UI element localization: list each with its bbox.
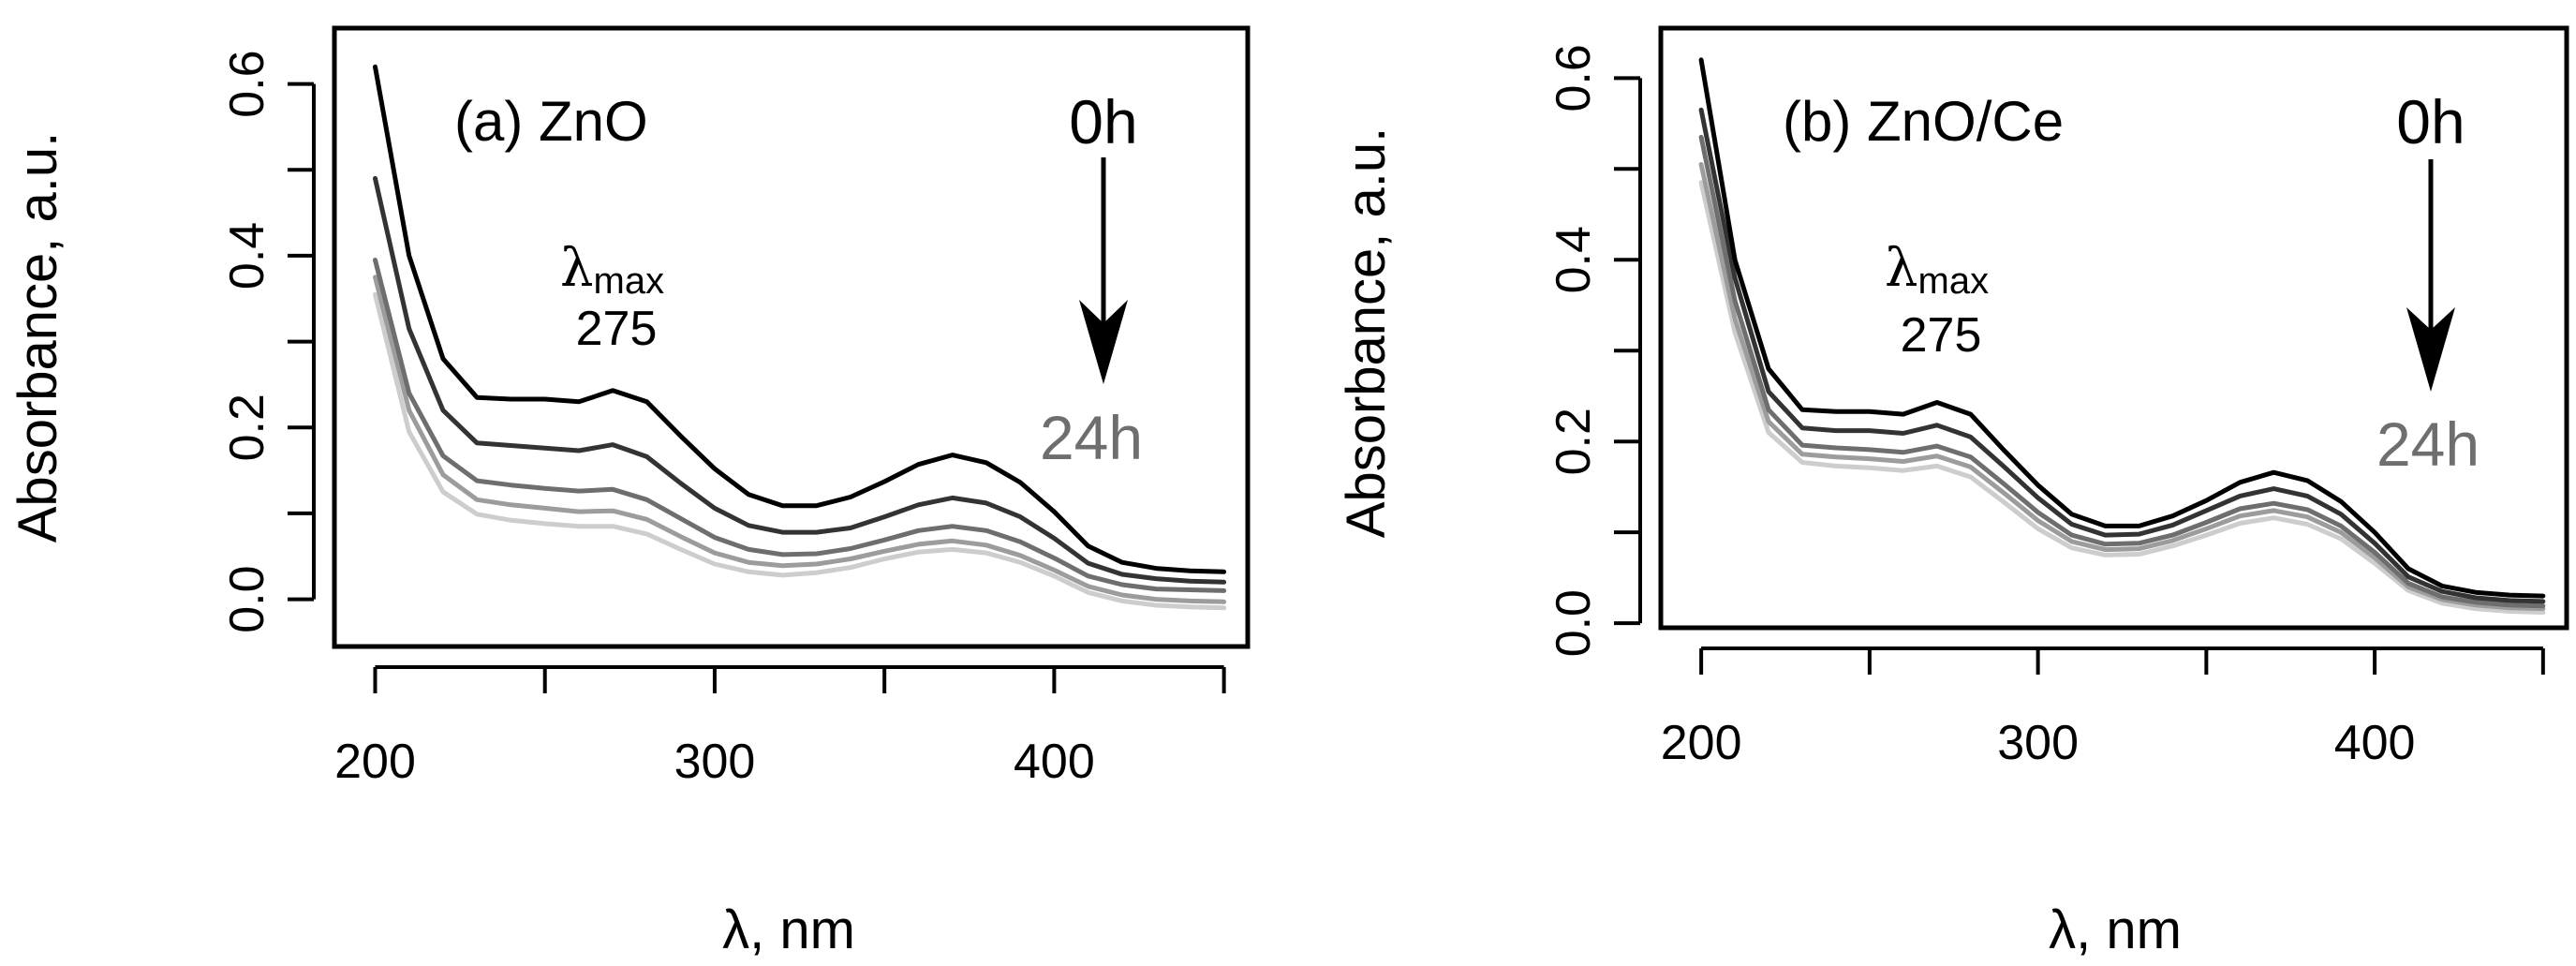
lambda-symbol: λ — [1885, 238, 1918, 299]
x-tick-label: 300 — [1997, 716, 2079, 770]
x-tick-label: 200 — [334, 735, 416, 789]
panel-b: 200 300 400 0.0 0.2 0.4 0.6 (b) ZnO/Ce λmax 2… — [1336, 25, 2569, 960]
series-line-t1 — [1698, 107, 2546, 604]
series-line-24h — [1698, 180, 2546, 615]
series-line-0h — [1698, 57, 2546, 599]
series-line-t3 — [1698, 162, 2546, 612]
series-layer — [373, 64, 1227, 611]
panel-a: 200 300 400 0.00.20.40.6 (a) ZnO λmax 275 … — [7, 25, 1251, 960]
x-tick-label: 300 — [674, 735, 756, 789]
lambda-max-label: λmax — [1885, 238, 1989, 302]
y-tick-label: 0.6 — [1547, 44, 1601, 111]
arrow-start-label: 0h — [1069, 87, 1137, 156]
x-axis-ticks: 200 300 400 — [334, 665, 1226, 789]
series-line-t1 — [373, 175, 1227, 585]
x-axis-ticks: 200 300 400 — [1661, 646, 2545, 770]
peak-value-label: 275 — [576, 302, 658, 356]
plot-frame — [1658, 25, 2569, 631]
lambda-max-label: λmax — [560, 238, 664, 302]
x-axis-title: λ, nm — [722, 899, 855, 960]
arrow-end-label: 24h — [2376, 409, 2480, 479]
y-axis-ticks: 0.0 0.2 0.4 0.6 — [1547, 44, 1642, 657]
y-axis-title: Absorbance, a.u. — [7, 132, 68, 543]
y-tick-label: 0.6 — [220, 50, 274, 117]
x-tick-label: 400 — [1014, 735, 1095, 789]
series-line-t2 — [1698, 134, 2546, 609]
arrow-end-label: 24h — [1040, 403, 1143, 472]
lambda-subscript: max — [594, 260, 665, 302]
y-axis-title: Absorbance, a.u. — [1336, 127, 1397, 539]
y-tick-label: 0.2 — [220, 394, 274, 461]
x-tick-label: 200 — [1661, 716, 1742, 770]
panel-label: (a) ZnO — [454, 90, 648, 153]
y-tick-label: 0.4 — [1547, 226, 1601, 293]
series-layer — [1698, 57, 2546, 615]
lambda-subscript: max — [1918, 260, 1990, 302]
arrow-start-label: 0h — [2396, 87, 2465, 156]
y-tick-label: 0.4 — [220, 222, 274, 290]
plot-frame — [332, 25, 1251, 649]
x-axis-title: λ, nm — [2049, 899, 2182, 960]
y-tick-label: 0.2 — [1547, 408, 1601, 475]
series-line-t3 — [373, 275, 1227, 604]
series-line-24h — [373, 291, 1227, 611]
series-line-t2 — [373, 258, 1227, 593]
panel-label: (b) ZnO/Ce — [1783, 90, 2064, 153]
y-tick-label: 0.0 — [220, 565, 274, 632]
arrow-down-icon — [2406, 307, 2455, 392]
x-tick-label: 400 — [2334, 716, 2416, 770]
series-line-0h — [373, 64, 1227, 574]
peak-value-label: 275 — [1901, 308, 1982, 363]
arrow-down-icon — [1079, 300, 1128, 384]
lambda-symbol: λ — [560, 238, 594, 299]
y-tick-label: 0.0 — [1547, 589, 1601, 657]
y-axis-ticks: 0.0 0.2 0.4 0.6 — [220, 50, 316, 633]
